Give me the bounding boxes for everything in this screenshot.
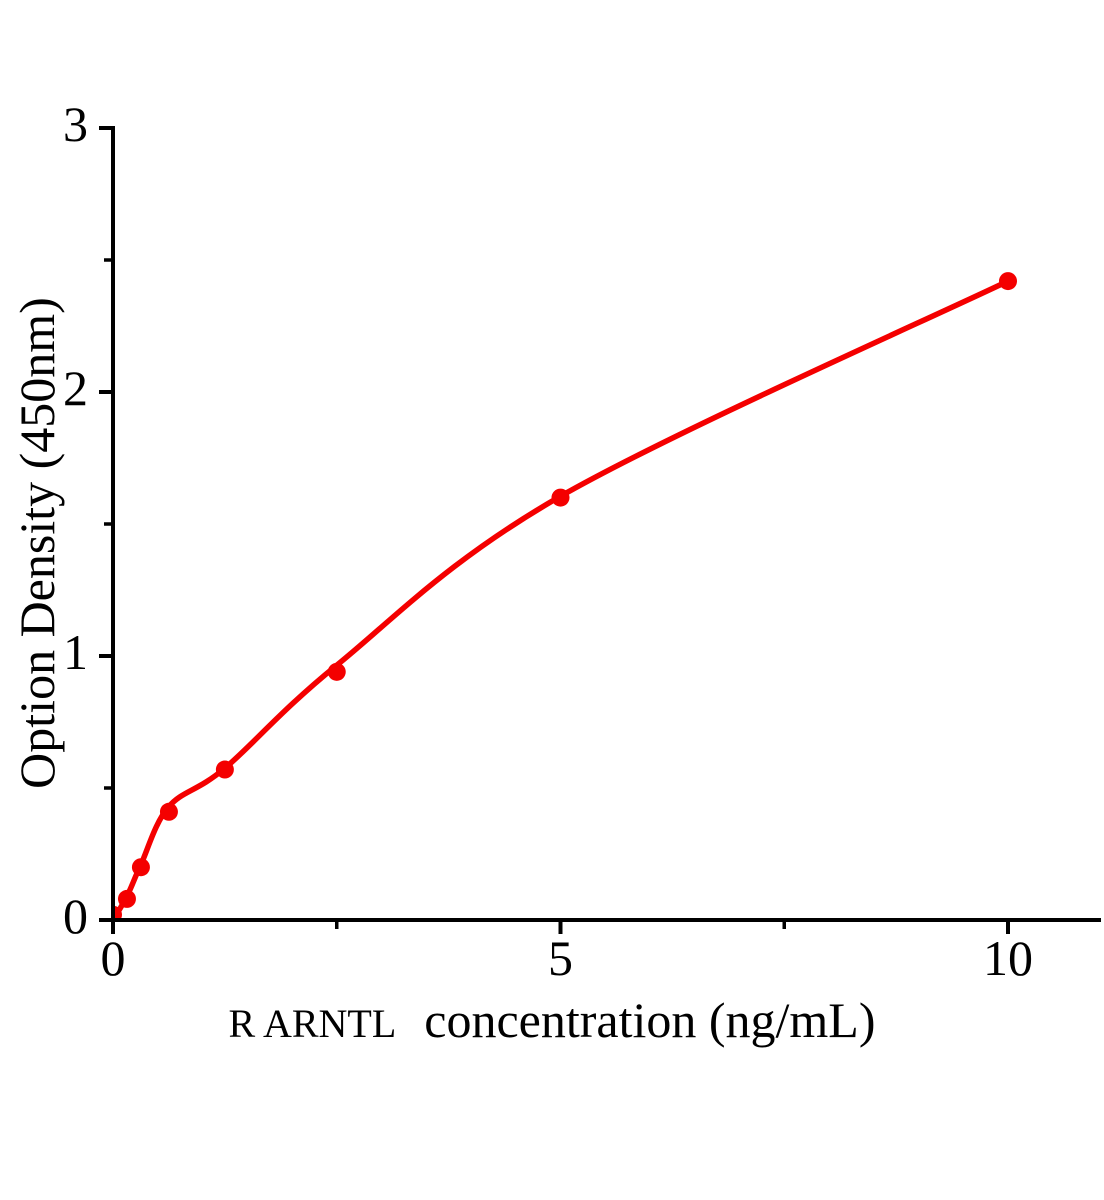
x-tick-label-10: 10 xyxy=(983,930,1033,986)
x-axis-title-main: concentration (ng/mL) xyxy=(424,992,876,1048)
data-point xyxy=(113,905,122,919)
fit-curve-line xyxy=(113,278,1011,919)
data-point xyxy=(999,272,1017,291)
x-axis-title-prefix: R ARNTL xyxy=(228,1001,397,1046)
data-point xyxy=(551,488,570,507)
y-tick-label-0: 0 xyxy=(63,888,88,944)
data-point xyxy=(159,802,178,821)
x-tick-label-5: 5 xyxy=(548,930,573,986)
y-tick-label-1: 1 xyxy=(63,624,88,680)
data-point xyxy=(215,760,234,779)
y-axis-title: Option Density (450nm) xyxy=(9,297,65,789)
axes-group xyxy=(99,126,1101,934)
data-points-group xyxy=(113,272,1017,919)
data-point xyxy=(117,889,136,908)
x-axis-title: R ARNTL concentration (ng/mL) xyxy=(0,993,1104,1060)
data-point xyxy=(327,662,346,681)
y-tick-label-3: 3 xyxy=(63,96,88,152)
x-tick-label-0: 0 xyxy=(100,930,126,986)
y-tick-label-2: 2 xyxy=(63,360,88,416)
data-point xyxy=(131,858,150,877)
data-layer xyxy=(113,272,1017,919)
